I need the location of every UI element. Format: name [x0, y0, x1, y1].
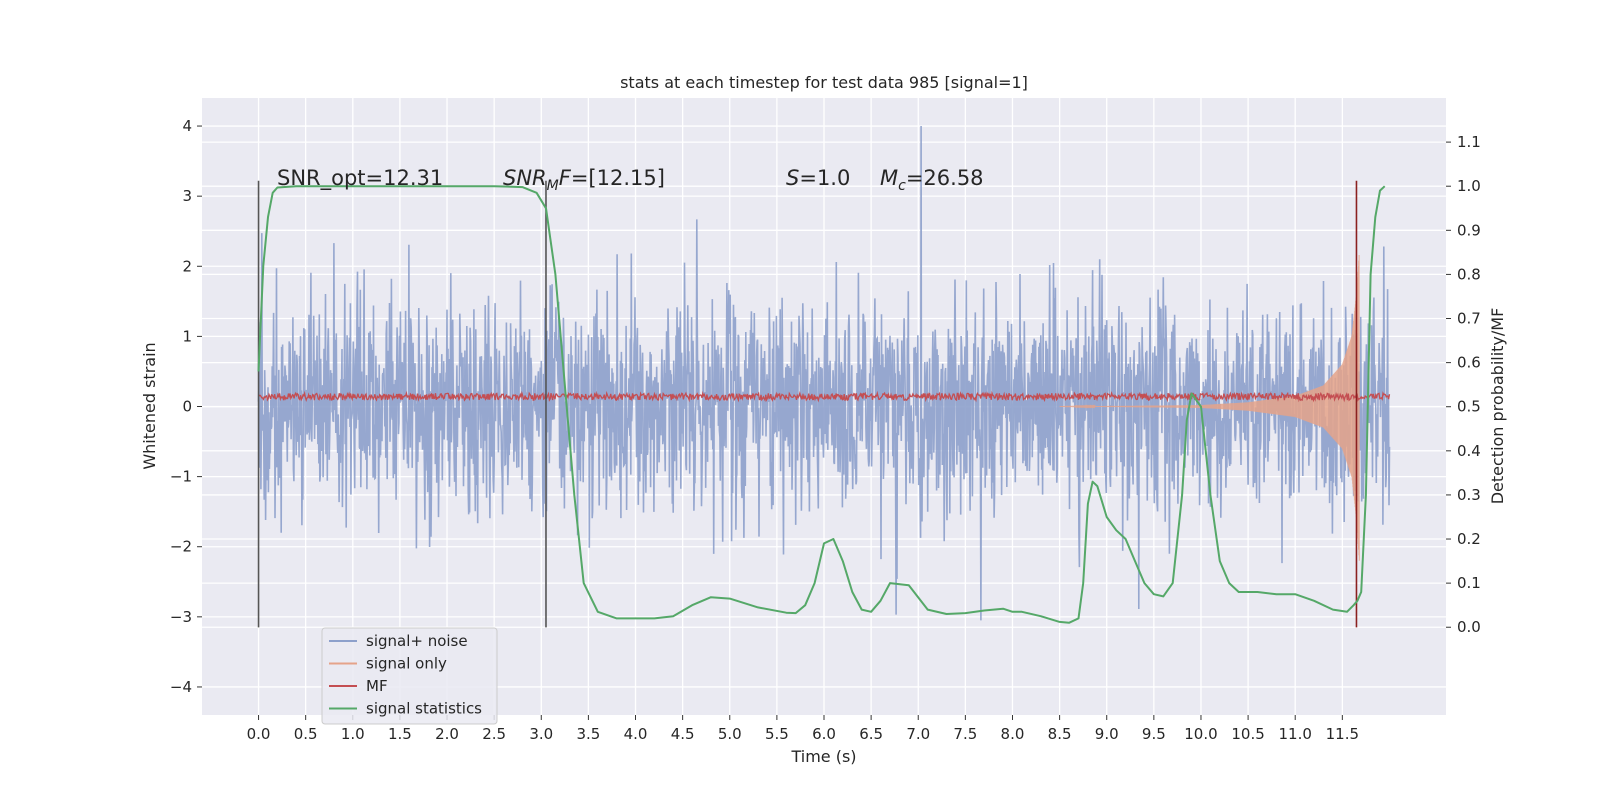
y-tick-label-left: 1 — [182, 327, 192, 345]
y-tick-label-right: 0.2 — [1457, 530, 1481, 548]
x-tick-label: 5.5 — [765, 725, 789, 743]
y-tick-label-right: 0.5 — [1457, 398, 1481, 416]
x-tick-label: 11.5 — [1326, 725, 1359, 743]
x-tick-label: 2.0 — [435, 725, 459, 743]
y-tick-label-left: 4 — [182, 117, 192, 135]
x-tick-label: 7.0 — [906, 725, 930, 743]
annotation-mc-symbol: M — [880, 166, 898, 190]
legend-label: signal+ noise — [366, 632, 468, 650]
y-tick-label-right: 0.1 — [1457, 574, 1481, 592]
annotation-mc-subscript: c — [898, 178, 906, 194]
series-mf — [257, 390, 1391, 403]
annotation-mc-value: =26.58 — [906, 166, 984, 190]
y-tick-label-left: 3 — [182, 187, 192, 205]
x-tick-label: 0.5 — [294, 725, 318, 743]
x-tick-label: 8.0 — [1001, 725, 1025, 743]
legend-box — [321, 627, 498, 725]
x-tick-label: 3.5 — [576, 725, 600, 743]
y-tick-label-right: 1.0 — [1457, 177, 1481, 195]
x-tick-label: 4.0 — [624, 725, 648, 743]
x-tick-label: 4.5 — [671, 725, 695, 743]
annotation-s-symbol: S — [786, 166, 799, 190]
x-tick-label: 10.5 — [1231, 725, 1264, 743]
y-tick-label-left: 2 — [182, 257, 192, 275]
x-tick-label: 7.5 — [953, 725, 977, 743]
y-tick-label-left: −3 — [170, 608, 192, 626]
y-ticks-left: −4 −3 −2 −1 0 1 2 3 4 — [170, 117, 202, 696]
x-tick-label: 9.0 — [1095, 725, 1119, 743]
annotations: SNR_opt=12.31 SNRMF=[12.15] S=1.0 Mc=26.… — [277, 166, 984, 194]
annotation-s-value: =1.0 — [799, 166, 850, 190]
y-tick-label-right: 0.9 — [1457, 221, 1481, 239]
annotation-s: S=1.0 — [786, 166, 850, 190]
x-tick-label: 0.0 — [247, 725, 271, 743]
y-tick-label-left: −4 — [170, 678, 192, 696]
y-tick-label-right: 0.4 — [1457, 442, 1481, 460]
annotation-snr-mf-symbol: SNR — [503, 166, 547, 190]
x-tick-label: 1.0 — [341, 725, 365, 743]
y-tick-label-left: 0 — [182, 398, 192, 416]
x-tick-label: 3.0 — [529, 725, 553, 743]
chart-title: stats at each timestep for test data 985… — [620, 73, 1028, 92]
annotation-snr-mf: SNRMF=[12.15] — [503, 166, 665, 194]
annotation-snr-mf-value: =[12.15] — [571, 166, 665, 190]
x-tick-label: 8.5 — [1048, 725, 1072, 743]
series-layer — [257, 125, 1391, 628]
y-axis-label-left: Whitened strain — [140, 342, 159, 469]
annotation-snr-opt: SNR_opt=12.31 — [277, 166, 443, 191]
y-tick-label-left: −2 — [170, 538, 192, 556]
y-ticks-right: 0.0 0.1 0.2 0.3 0.4 0.5 0.6 0.7 0.8 0.9 1.0 1.1 — [1446, 133, 1481, 636]
legend-label: MF — [366, 677, 388, 695]
x-ticks: 0.0 0.5 1.0 1.5 2.0 2.5 3.0 3.5 4.0 4.5 5.0 5.5 6.0 6… — [247, 715, 1359, 743]
series-signal-only — [1059, 254, 1360, 561]
legend: signal+ noise signal only MF signal statist… — [321, 627, 498, 725]
annotation-snr-mf-subscript: M — [547, 178, 559, 194]
x-tick-label: 6.0 — [812, 725, 836, 743]
x-axis-label: Time (s) — [790, 747, 856, 766]
x-tick-label: 1.5 — [388, 725, 412, 743]
legend-label: signal statistics — [366, 700, 482, 718]
y-tick-label-right: 0.3 — [1457, 486, 1481, 504]
y-tick-label-right: 0.7 — [1457, 310, 1481, 328]
annotation-mc: Mc=26.58 — [880, 166, 984, 194]
y-tick-label-right: 0.0 — [1457, 618, 1481, 636]
y-tick-label-right: 0.8 — [1457, 265, 1481, 283]
x-tick-label: 11.0 — [1279, 725, 1312, 743]
x-tick-label: 10.0 — [1184, 725, 1217, 743]
y-axis-label-right: Detection probability/MF — [1488, 308, 1507, 505]
series-signal-statistics — [257, 185, 1386, 624]
y-tick-label-left: −1 — [170, 468, 192, 486]
x-tick-label: 5.0 — [718, 725, 742, 743]
annotation-snr-mf-f: F — [559, 166, 572, 190]
x-tick-label: 6.5 — [859, 725, 883, 743]
x-tick-label: 9.5 — [1142, 725, 1166, 743]
y-tick-label-right: 0.6 — [1457, 354, 1481, 372]
y-tick-label-right: 1.1 — [1457, 133, 1481, 151]
legend-label: signal only — [366, 655, 447, 673]
x-tick-label: 2.5 — [482, 725, 506, 743]
